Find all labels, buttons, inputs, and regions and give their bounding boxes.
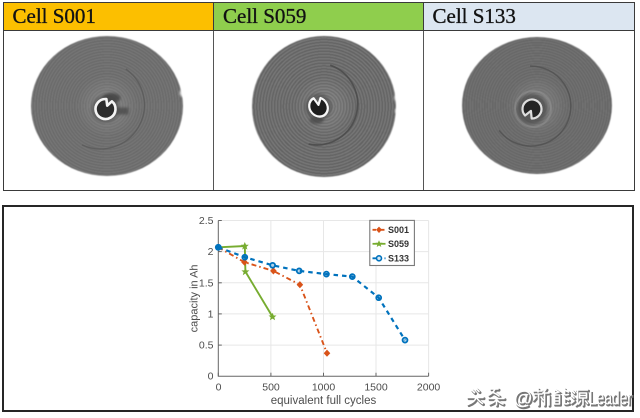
svg-text:500: 500: [262, 382, 280, 394]
svg-text:S133: S133: [388, 254, 409, 264]
svg-text:0: 0: [216, 382, 222, 394]
svg-text:2000: 2000: [417, 382, 441, 394]
svg-text:@: @: [514, 389, 533, 410]
svg-text:Leader: Leader: [589, 389, 632, 410]
svg-text:1: 1: [208, 308, 214, 320]
svg-text:S059: S059: [388, 239, 409, 249]
svg-text:Leader: Leader: [590, 390, 633, 411]
svg-text:equivalent full cycles: equivalent full cycles: [271, 395, 377, 407]
svg-text:1500: 1500: [364, 382, 388, 394]
svg-text:2.5: 2.5: [199, 215, 214, 227]
svg-text:capacity in Ah: capacity in Ah: [189, 264, 201, 332]
svg-text:S001: S001: [388, 225, 409, 235]
svg-text:@: @: [515, 390, 534, 411]
svg-text:1000: 1000: [312, 382, 336, 394]
svg-text:0.5: 0.5: [199, 340, 214, 352]
svg-text:2: 2: [208, 246, 214, 258]
svg-text:1.5: 1.5: [199, 277, 214, 289]
svg-text:0: 0: [208, 371, 214, 383]
